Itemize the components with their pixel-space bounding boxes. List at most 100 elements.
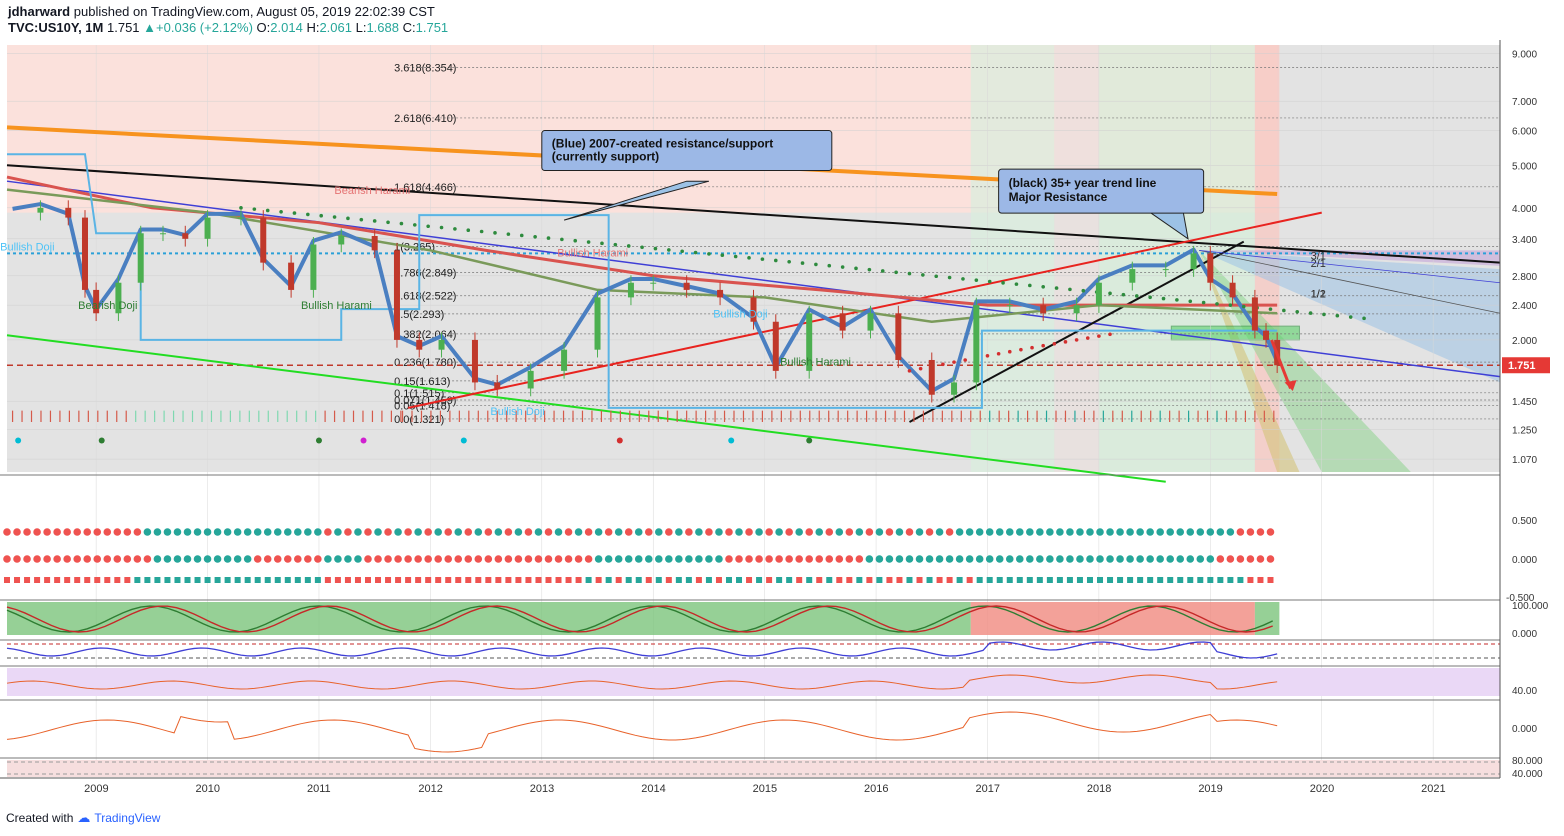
tradingview-brand[interactable]: TradingView <box>94 811 161 825</box>
fib-label: 2.618(6.410) <box>394 113 456 125</box>
green-dot <box>653 246 658 251</box>
indicator-square <box>545 577 552 583</box>
indicator-dot <box>1176 555 1185 563</box>
indicator-dot <box>785 555 793 563</box>
indicator-dot <box>273 555 282 563</box>
fan-blue <box>1199 250 1500 383</box>
green-dot <box>1348 315 1353 319</box>
y-tick-label: 1.070 <box>1512 455 1537 466</box>
indicator-dot <box>675 555 683 563</box>
indicator-dot <box>1096 528 1104 536</box>
indicator-dot <box>263 555 272 563</box>
indicator-square <box>525 577 532 583</box>
indicator-dot <box>474 555 483 563</box>
indicator-dot <box>484 528 493 536</box>
candle-body <box>371 236 378 251</box>
fib-label: 0.786(2.849) <box>394 267 456 279</box>
indicator-dot <box>1076 528 1084 536</box>
pattern-label: Bullish Harami <box>301 300 372 312</box>
chart-svg[interactable]: 3.618(8.354)2.618(6.410)1.618(4.466)1(3.… <box>0 40 1564 810</box>
indicator-dot <box>1196 528 1205 536</box>
red-dot <box>1097 334 1101 338</box>
candle-body <box>494 382 501 389</box>
fib-label: 0.618(2.522) <box>394 291 456 303</box>
created-with-label: Created with <box>6 811 74 825</box>
indicator-square <box>1257 577 1264 583</box>
candle-body <box>717 289 724 298</box>
indicator-dot <box>1266 555 1275 563</box>
indicator-dot <box>3 555 11 563</box>
indicator-square <box>956 577 963 583</box>
indicator-dot <box>53 555 61 563</box>
indicator-dot <box>253 528 262 536</box>
pane6-band <box>7 760 1500 777</box>
indicator-dot <box>1246 528 1255 536</box>
indicator-dot <box>775 528 783 536</box>
indicator-dot <box>825 555 834 563</box>
indicator-dot <box>93 555 102 563</box>
indicator-dot <box>424 528 432 536</box>
indicator-square <box>665 577 672 583</box>
indicator-dot <box>1046 555 1054 563</box>
indicator-dot <box>13 528 21 536</box>
indicator-dot <box>304 528 312 536</box>
indicator-dot <box>554 528 563 536</box>
indicator-dot <box>93 528 102 536</box>
chart-area[interactable]: 3.618(8.354) 2.618(6.410) 1.618(4.466) 1(3.… <box>0 40 1564 815</box>
annotation-box-blue <box>541 130 833 172</box>
candle-body <box>1229 282 1236 298</box>
indicator-square <box>104 577 111 583</box>
indicator-square <box>224 577 231 583</box>
indicator-dot <box>945 528 954 536</box>
stoch-bg-green <box>7 602 971 635</box>
indicator-dot <box>975 555 984 563</box>
indicator-dot <box>644 555 653 563</box>
footer: Created with ☁ TradingView <box>6 810 160 826</box>
candle-body <box>338 236 345 245</box>
indicator-square <box>244 577 251 583</box>
indicator-square <box>254 577 261 583</box>
indicator-square <box>14 577 21 583</box>
green-dot <box>546 236 551 240</box>
indicator-dot <box>153 528 162 536</box>
y-tick-label: 3.400 <box>1512 235 1537 246</box>
indicator-dot <box>434 555 442 563</box>
indicator-dot <box>464 528 473 536</box>
green-dot <box>386 220 390 225</box>
indicator-square <box>655 577 662 583</box>
indicator-dot <box>434 528 442 536</box>
indicator-dot <box>294 555 302 563</box>
annotations: Bearish Doji Bullish Harami Bullish Harami… <box>0 130 1326 444</box>
y-tick-label: 5.000 <box>1512 161 1537 172</box>
fib-label: 0.0(1.321) <box>394 414 444 426</box>
indicator-dot <box>1036 528 1044 536</box>
indicator-dot <box>965 555 974 563</box>
indicator-dot <box>955 528 964 536</box>
indicator-dot <box>324 555 332 563</box>
y-tick-label: 6.000 <box>1512 127 1537 138</box>
candle-body <box>1040 305 1047 314</box>
indicator-dot <box>574 528 583 536</box>
indicator-square <box>4 577 10 583</box>
author-name[interactable]: jdharward <box>8 4 71 19</box>
indicator-dot <box>143 555 152 563</box>
red-dot <box>1108 332 1112 337</box>
indicator-dot <box>795 555 803 563</box>
indicator-square <box>515 577 522 583</box>
indicator-dot <box>414 528 422 536</box>
indicator-dot <box>1236 555 1245 563</box>
indicator-dot <box>805 528 814 536</box>
green-dot <box>372 219 377 223</box>
red-dot <box>907 369 912 373</box>
candle-body <box>1006 305 1013 307</box>
osc2-label: 0.000 <box>1512 629 1537 640</box>
candle-body <box>1190 253 1197 270</box>
green-dot <box>1175 298 1179 302</box>
green-dot <box>1028 283 1032 288</box>
indicator-dot <box>133 528 142 536</box>
indicator-dot <box>614 528 623 536</box>
candle-body <box>750 297 757 322</box>
fib-label: 0.236(1.780) <box>394 357 456 369</box>
green-dot <box>359 217 364 222</box>
pattern-label: Bullish Doji <box>0 241 54 253</box>
